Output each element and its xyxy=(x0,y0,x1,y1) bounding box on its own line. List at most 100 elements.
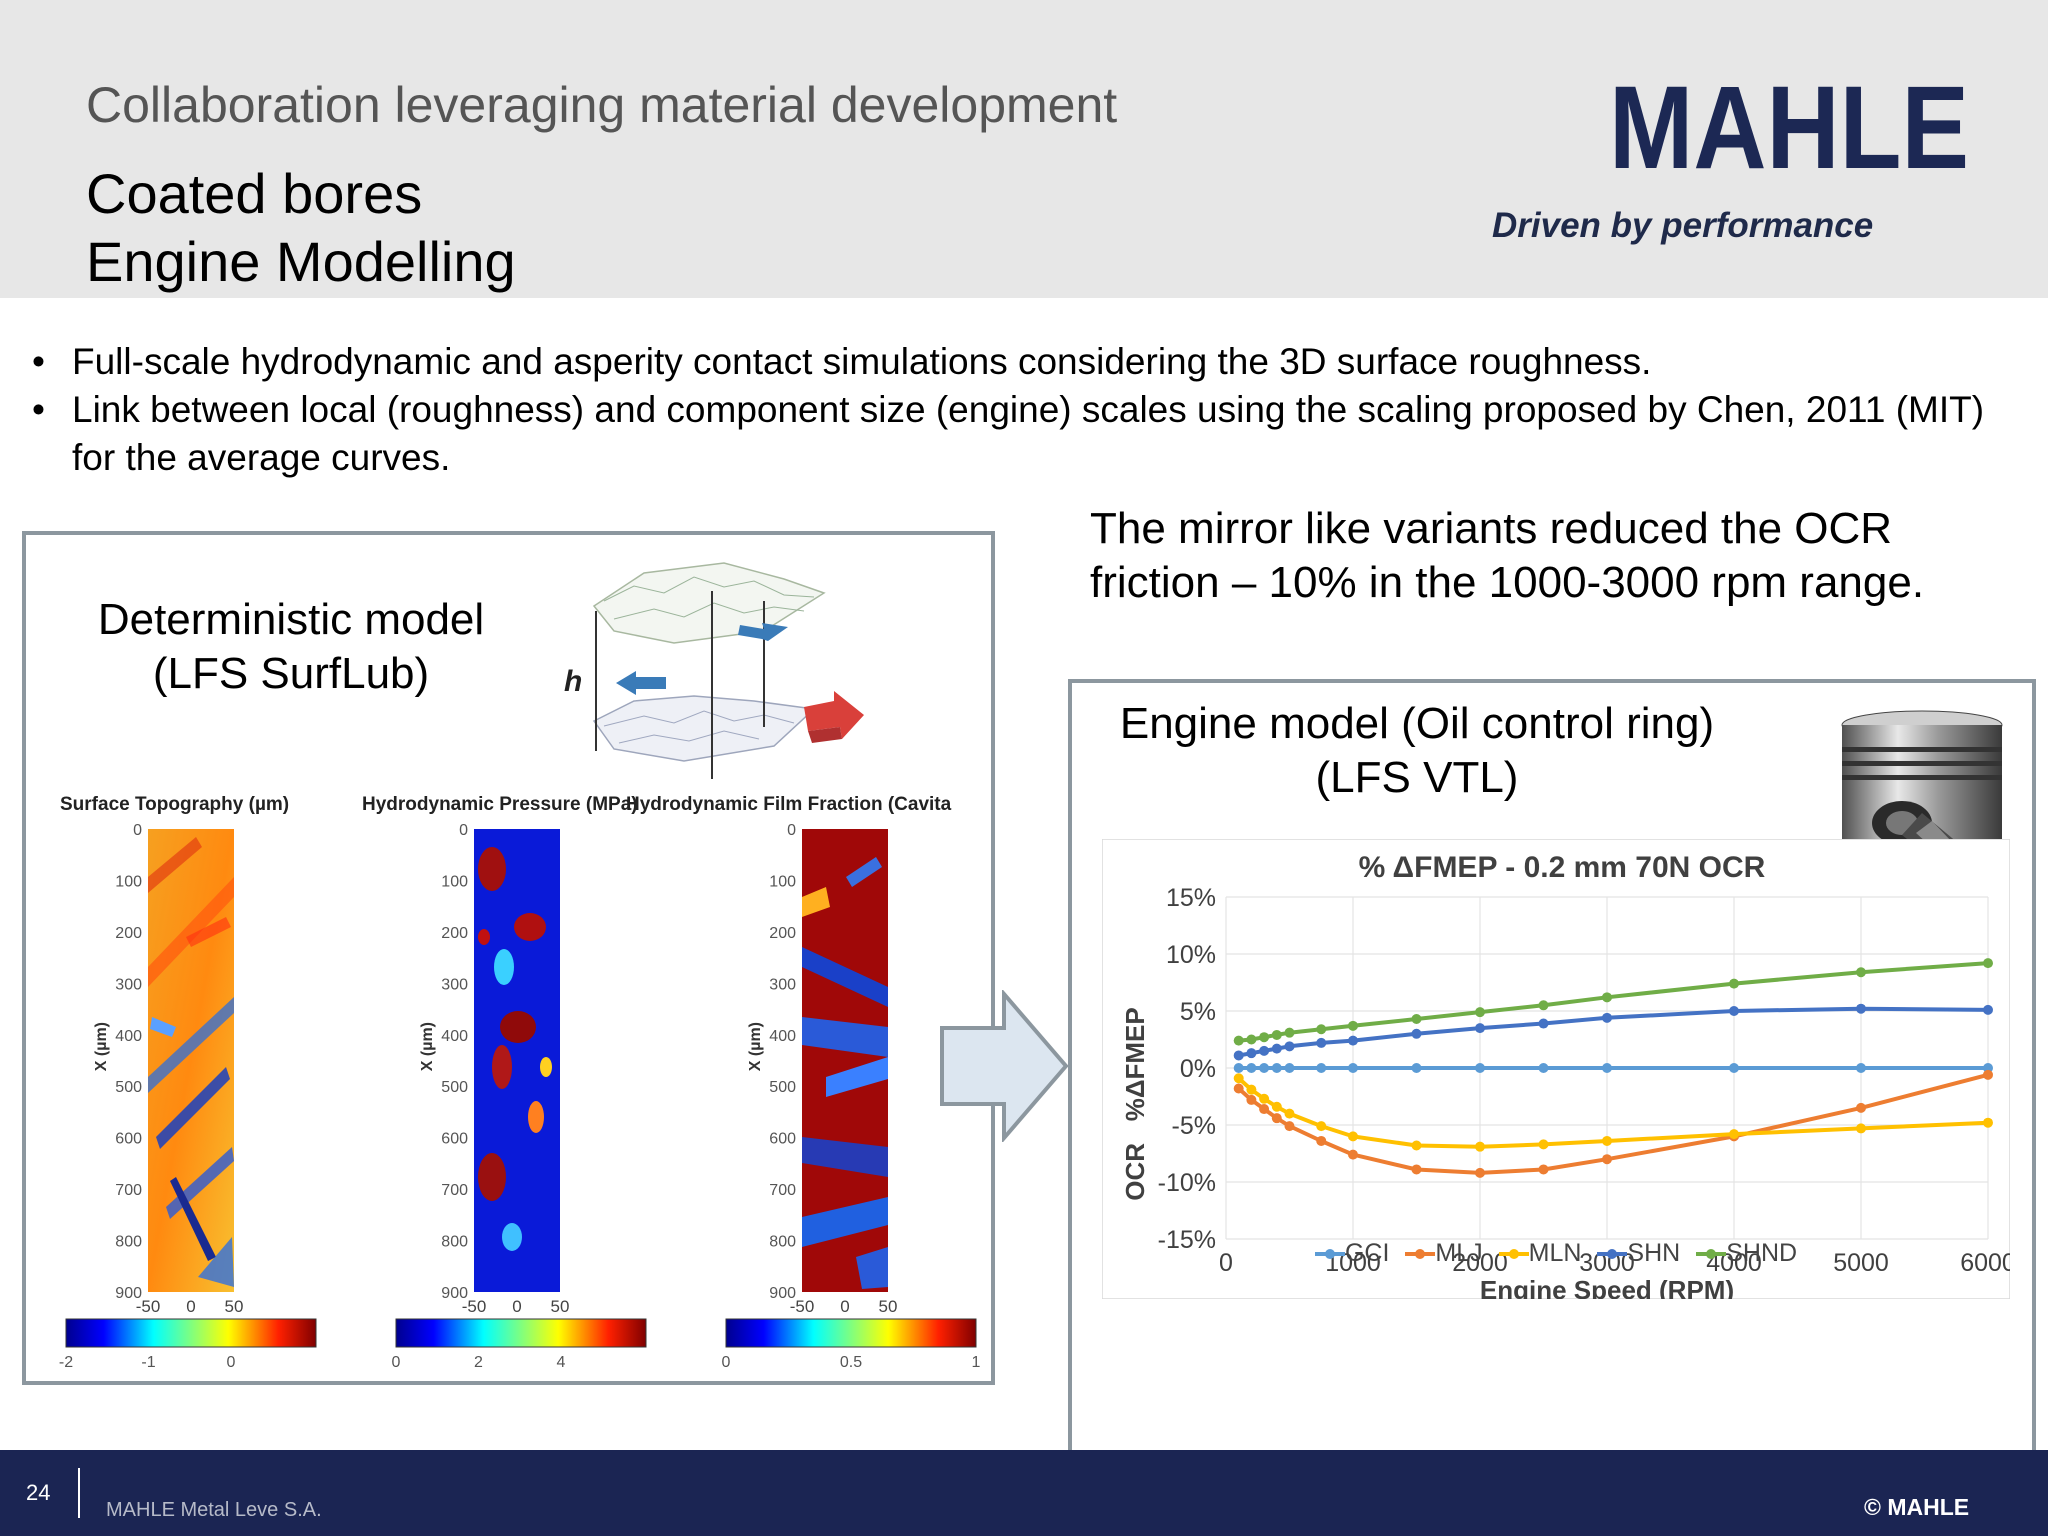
data-point-gci xyxy=(1602,1063,1612,1073)
chart-x-tick: 6000 xyxy=(1960,1249,2010,1277)
data-point-shn xyxy=(1983,1004,1993,1015)
data-point-shnd xyxy=(1538,1000,1549,1011)
panel-y-tick: 700 xyxy=(769,1182,796,1199)
data-point-gci xyxy=(1271,1063,1282,1073)
colorbar-tick: 4 xyxy=(557,1354,566,1371)
deterministic-model-box: Deterministic model (LFS SurfLub) h Surf… xyxy=(22,531,995,1385)
data-point-gci xyxy=(1411,1063,1422,1073)
data-point-mlj xyxy=(1316,1135,1327,1146)
engine-model-label: Engine model (Oil control ring) (LFS VTL… xyxy=(1102,697,1732,805)
data-point-gci xyxy=(1233,1063,1244,1073)
colorbar-tick: 1 xyxy=(972,1354,981,1371)
chart-y-tick: -10% xyxy=(1158,1169,1216,1197)
series-mlj xyxy=(1233,1069,1993,1178)
legend-label: SHN xyxy=(1627,1239,1681,1267)
panel-title-topography: Surface Topography (µm) xyxy=(60,794,290,815)
engine-model-box: Engine model (Oil control ring) (LFS VTL… xyxy=(1068,679,2036,1457)
slide-header: Collaboration leveraging material develo… xyxy=(0,0,2048,298)
colorbar-tick: 0 xyxy=(227,1354,236,1371)
data-point-shn xyxy=(1602,1012,1612,1023)
chart-y-tick: 0% xyxy=(1180,1055,1216,1083)
data-point-shnd xyxy=(1411,1013,1422,1024)
legend-swatch-icon xyxy=(1597,1249,1628,1260)
data-point-shnd xyxy=(1284,1027,1295,1038)
bullet-dot-icon: • xyxy=(32,389,45,430)
data-point-mlj xyxy=(1475,1167,1485,1178)
panel-y-tick: 300 xyxy=(441,976,468,993)
legend-swatch-icon xyxy=(1696,1249,1727,1260)
data-point-shn xyxy=(1856,1003,1866,1014)
data-point-mln xyxy=(1233,1073,1244,1084)
data-point-mlj xyxy=(1271,1113,1282,1124)
data-point-shn xyxy=(1284,1041,1295,1052)
film-fraction-map xyxy=(802,829,888,1292)
chart-y-tick: -15% xyxy=(1158,1226,1216,1254)
claim-line-1: The mirror like variants reduced the OCR xyxy=(1090,504,1893,553)
series-gci xyxy=(1233,1063,1993,1073)
bullet-text: Full-scale hydrodynamic and asperity con… xyxy=(72,341,1652,382)
panel-x-tick: 0 xyxy=(512,1297,521,1316)
arrow-right-icon xyxy=(940,990,1069,1142)
data-point-gci xyxy=(1538,1063,1549,1073)
data-point-mlj xyxy=(1411,1164,1422,1175)
bullet-item: • Full-scale hydrodynamic and asperity co… xyxy=(30,338,2030,386)
chart-y-tick: 10% xyxy=(1166,941,1216,969)
page-number: 24 xyxy=(26,1480,51,1505)
title-line-1: Coated bores xyxy=(86,162,423,225)
data-point-mlj xyxy=(1856,1102,1866,1113)
legend-label: SHND xyxy=(1726,1239,1798,1267)
panel-y-tick: 0 xyxy=(459,822,468,839)
lubrication-schematic-icon: h xyxy=(564,562,864,779)
data-point-shnd xyxy=(1348,1020,1358,1031)
chart-legend: GCI MLJ MLN SHN SHND xyxy=(1072,1239,2040,1268)
data-point-shnd xyxy=(1602,992,1612,1003)
data-point-gci xyxy=(1259,1063,1270,1073)
logo-text: MAHLE xyxy=(1609,80,1969,176)
panel-y-axis-label: X (µm) xyxy=(747,1022,764,1071)
chart-x-tick: 2000 xyxy=(1452,1249,1508,1277)
data-point-mln xyxy=(1411,1140,1422,1151)
colorbar-film-fraction xyxy=(725,1318,977,1348)
legend-label: MLJ xyxy=(1435,1239,1483,1267)
data-point-shn xyxy=(1271,1043,1282,1054)
panel-y-tick: 200 xyxy=(441,925,468,942)
panel-y-tick: 600 xyxy=(769,1131,796,1148)
panel-y-tick: 0 xyxy=(133,822,142,839)
panel-y-tick: 200 xyxy=(769,925,796,942)
data-point-mln xyxy=(1348,1131,1358,1142)
slide-footer: 24 MAHLE Metal Leve S.A. © MAHLE xyxy=(0,1450,2048,1536)
det-label-line-2: (LFS SurfLub) xyxy=(152,649,430,698)
legend-item-shn: SHN xyxy=(1597,1239,1680,1268)
legend-label: GCI xyxy=(1344,1239,1390,1267)
panel-x-tick: 50 xyxy=(879,1297,898,1316)
panel-y-tick: 900 xyxy=(115,1285,142,1302)
legend-item-mlj: MLJ xyxy=(1405,1239,1483,1268)
colorbar-tick: 0 xyxy=(722,1354,731,1371)
series-shnd xyxy=(1233,958,1993,1046)
panel-y-tick: 800 xyxy=(441,1234,468,1251)
eng-label-line-1: Engine model (Oil control ring) xyxy=(1119,699,1715,748)
data-point-mln xyxy=(1316,1121,1327,1132)
title-line-2: Engine Modelling xyxy=(86,230,516,293)
panel-x-tick: -50 xyxy=(462,1297,487,1316)
chart-x-tick: 0 xyxy=(1219,1249,1233,1277)
data-point-mlj xyxy=(1284,1121,1295,1132)
topography-map xyxy=(148,829,234,1292)
bullet-item: • Link between local (roughness) and comp… xyxy=(30,386,2030,482)
claim-line-2: friction – 10% in the 1000-3000 rpm rang… xyxy=(1090,558,1925,607)
panel-x-tick: 0 xyxy=(840,1297,849,1316)
data-point-shnd xyxy=(1729,978,1739,989)
data-point-mlj xyxy=(1233,1083,1244,1094)
colorbar-topography xyxy=(65,1318,317,1348)
data-point-shnd xyxy=(1246,1034,1257,1045)
panel-x-tick: -50 xyxy=(790,1297,815,1316)
colorbar-tick: 2 xyxy=(474,1354,483,1371)
data-point-shn xyxy=(1411,1028,1422,1039)
chart-x-tick: 5000 xyxy=(1833,1249,1889,1277)
data-point-gci xyxy=(1284,1063,1295,1073)
data-point-gci xyxy=(1729,1063,1739,1073)
data-point-mln xyxy=(1246,1084,1257,1095)
data-point-mln xyxy=(1284,1108,1295,1119)
data-point-shnd xyxy=(1475,1007,1485,1018)
contour-panels xyxy=(65,829,977,1348)
